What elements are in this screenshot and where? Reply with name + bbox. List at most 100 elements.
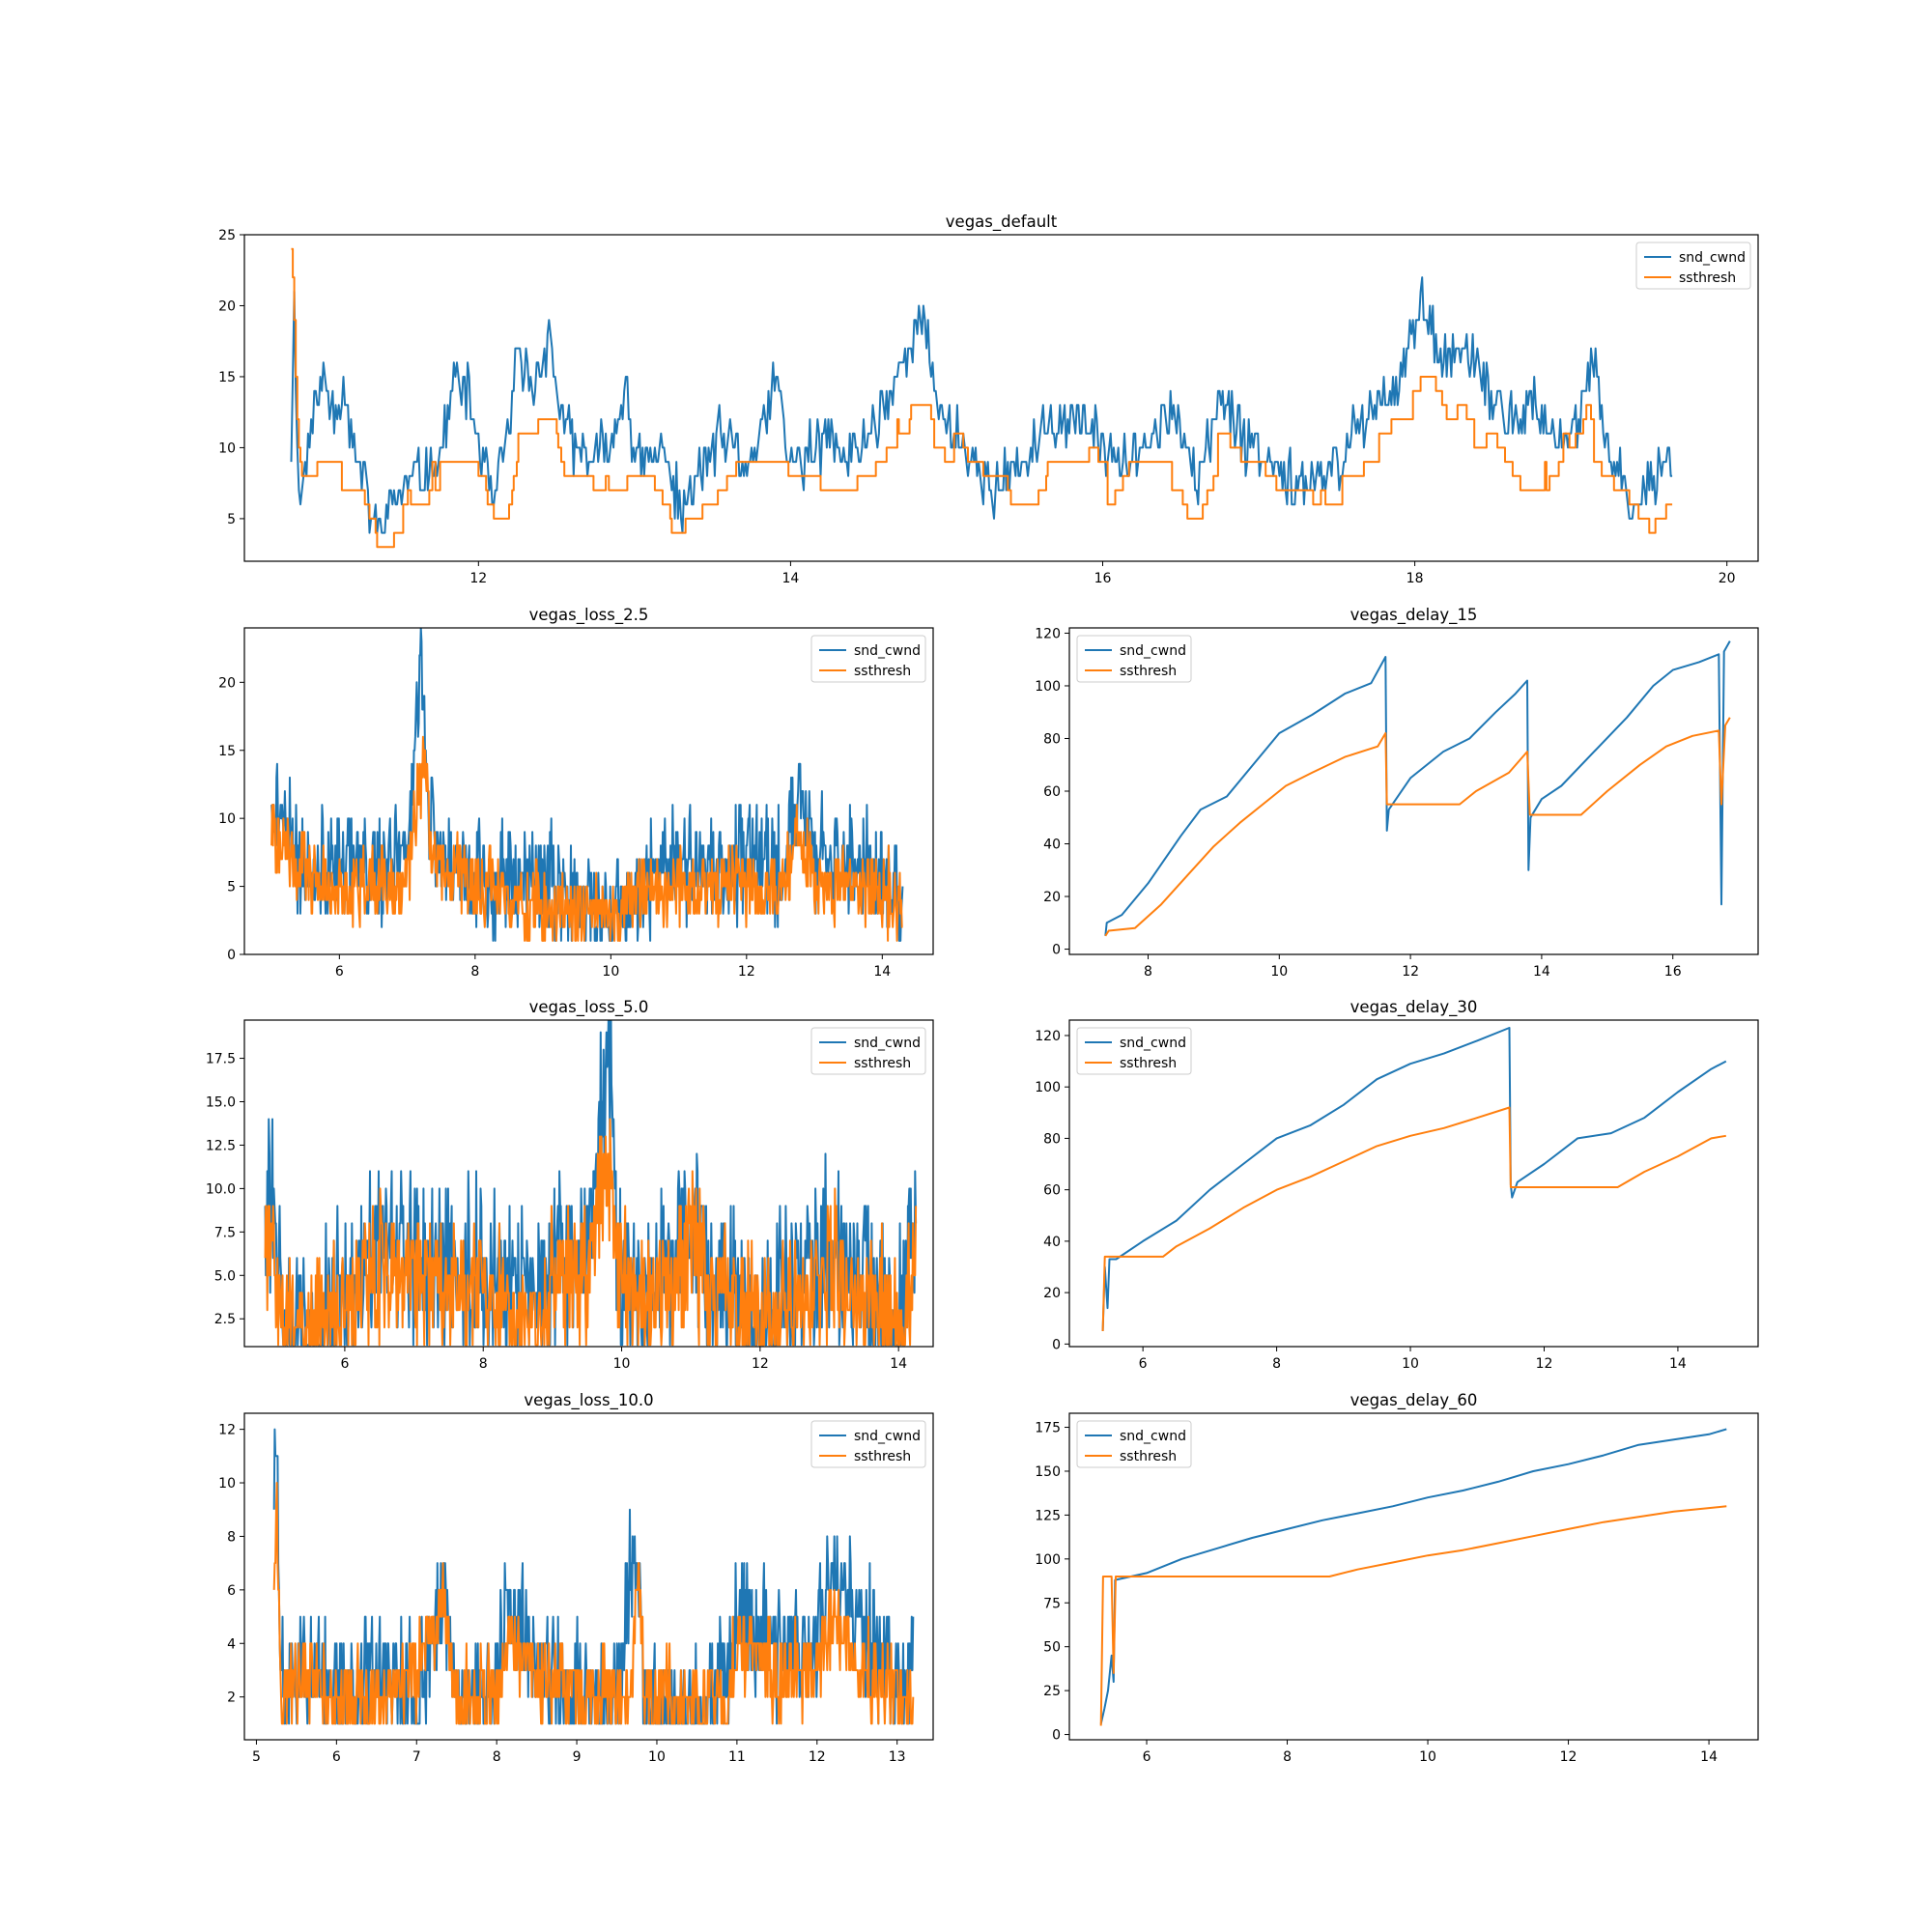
y-tick-label: 12.5 (206, 1138, 236, 1153)
plot-area (270, 628, 904, 942)
y-tick-label: 80 (1043, 731, 1061, 747)
chart-panel: 5 6 7 8 9 10 11 12 13 2 4 6 8 10 12 vegas_loss_10.0 snd_… (218, 1391, 934, 1765)
y-tick-label: 125 (1035, 1508, 1061, 1523)
y-tick-label: 20 (218, 675, 236, 691)
x-tick-label: 6 (1143, 1749, 1151, 1765)
plot-area (1099, 1428, 1727, 1726)
y-tick-label: 0 (1052, 1728, 1061, 1744)
y-tick-label: 10 (218, 440, 236, 456)
legend-label-ssthresh: ssthresh (1120, 664, 1177, 679)
legend-label-snd_cwnd: snd_cwnd (1679, 250, 1746, 266)
plot-area (290, 247, 1673, 549)
y-tick-label: 120 (1035, 1029, 1061, 1044)
y-tick-label: 17.5 (206, 1052, 236, 1067)
legend-label-ssthresh: ssthresh (854, 1449, 911, 1464)
x-tick-label: 14 (781, 571, 799, 586)
x-tick-label: 5 (252, 1749, 261, 1765)
legend-label-snd_cwnd: snd_cwnd (854, 1036, 921, 1051)
y-tick-label: 2 (227, 1690, 236, 1706)
chart-title: vegas_delay_60 (1350, 1391, 1478, 1410)
x-tick-label: 8 (1272, 1356, 1281, 1372)
x-tick-label: 12 (809, 1749, 826, 1765)
legend-label-snd_cwnd: snd_cwnd (854, 1429, 921, 1444)
y-tick-label: 10 (218, 1476, 236, 1492)
series-line-snd_cwnd (1101, 1027, 1727, 1332)
series-line-ssthresh (1101, 1106, 1726, 1332)
chart-panel: 6 8 10 12 14 0 5 10 15 20 vegas_loss_2.5 snd_cwndss… (218, 606, 934, 980)
x-tick-label: 8 (493, 1749, 501, 1765)
series-line-snd_cwnd (290, 276, 1673, 534)
x-tick-label: 20 (1719, 571, 1736, 586)
x-tick-label: 14 (1533, 964, 1550, 980)
x-tick-label: 11 (728, 1749, 746, 1765)
chart-title: vegas_loss_2.5 (529, 606, 649, 625)
axes-frame (1068, 1412, 1759, 1741)
x-tick-label: 10 (1419, 1749, 1436, 1765)
axes-frame (243, 1019, 934, 1348)
axes-frame (243, 234, 1759, 562)
x-tick-label: 16 (1664, 964, 1682, 980)
legend-label-snd_cwnd: snd_cwnd (1120, 643, 1186, 659)
x-tick-label: 10 (648, 1749, 666, 1765)
y-tick-label: 0 (1052, 1337, 1061, 1352)
series-line-snd_cwnd (1099, 1428, 1727, 1724)
legend: snd_cwnd ssthresh (1076, 1027, 1192, 1075)
y-tick-label: 7.5 (214, 1225, 236, 1240)
x-tick-label: 14 (1700, 1749, 1718, 1765)
y-tick-label: 12 (218, 1423, 236, 1438)
y-tick-label: 6 (227, 1583, 236, 1599)
y-tick-label: 20 (1043, 1286, 1061, 1301)
chart-title: vegas_delay_15 (1350, 606, 1478, 625)
y-tick-label: 60 (1043, 1183, 1061, 1199)
x-tick-label: 12 (469, 571, 487, 586)
y-tick-label: 100 (1035, 1080, 1061, 1095)
y-tick-label: 20 (1043, 890, 1061, 905)
y-tick-label: 40 (1043, 1235, 1061, 1250)
y-tick-label: 8 (227, 1529, 236, 1545)
x-tick-label: 13 (889, 1749, 906, 1765)
x-tick-label: 8 (1144, 964, 1152, 980)
x-tick-label: 8 (470, 964, 479, 980)
axes-frame (243, 1412, 934, 1741)
y-tick-label: 5 (227, 512, 236, 527)
chart-panel: 6 8 10 12 14 2.5 5.0 7.5 10.0 12.5 15.0 17.5 vegas_l… (206, 998, 934, 1372)
panels: 12 14 16 18 20510152025vegas_defaultsnd_cwnd… (206, 213, 1759, 1765)
x-tick-label: 6 (1139, 1356, 1148, 1372)
y-tick-label: 80 (1043, 1131, 1061, 1147)
x-tick-label: 10 (1270, 964, 1288, 980)
x-tick-label: 12 (738, 964, 755, 980)
x-tick-label: 12 (752, 1356, 769, 1372)
y-tick-label: 15.0 (206, 1095, 236, 1111)
x-tick-label: 8 (1283, 1749, 1292, 1765)
x-tick-label: 9 (573, 1749, 582, 1765)
y-tick-label: 25 (218, 228, 236, 243)
x-tick-label: 12 (1560, 1749, 1577, 1765)
chart-title: vegas_loss_10.0 (524, 1391, 653, 1410)
x-tick-label: 16 (1094, 571, 1112, 586)
x-tick-label: 10 (613, 1356, 631, 1372)
x-tick-label: 6 (332, 1749, 341, 1765)
series-line-ssthresh (1099, 1505, 1727, 1726)
plot-area (264, 1020, 918, 1347)
series-line-ssthresh (264, 1118, 918, 1347)
legend: snd_cwnd ssthresh (1635, 242, 1751, 290)
x-tick-label: 8 (479, 1356, 488, 1372)
chart-title: vegas_loss_5.0 (529, 998, 649, 1017)
x-tick-label: 7 (412, 1749, 421, 1765)
y-tick-label: 120 (1035, 626, 1061, 641)
y-tick-label: 15 (218, 744, 236, 759)
y-tick-label: 25 (1043, 1684, 1061, 1699)
legend: snd_cwnd ssthresh (810, 635, 926, 683)
x-tick-label: 14 (890, 1356, 907, 1372)
legend: snd_cwnd ssthresh (810, 1027, 926, 1075)
chart-panel: 6 8 10 12 14 0 25 50 75 100 125 150 175 vegas_delay_6… (1035, 1391, 1759, 1765)
legend-label-snd_cwnd: snd_cwnd (854, 643, 921, 659)
y-tick-label: 5 (227, 880, 236, 895)
x-tick-label: 6 (335, 964, 344, 980)
x-tick-label: 12 (1536, 1356, 1553, 1372)
series-line-ssthresh (1104, 717, 1731, 937)
y-tick-label: 0 (227, 948, 236, 963)
y-tick-label: 15 (218, 370, 236, 385)
